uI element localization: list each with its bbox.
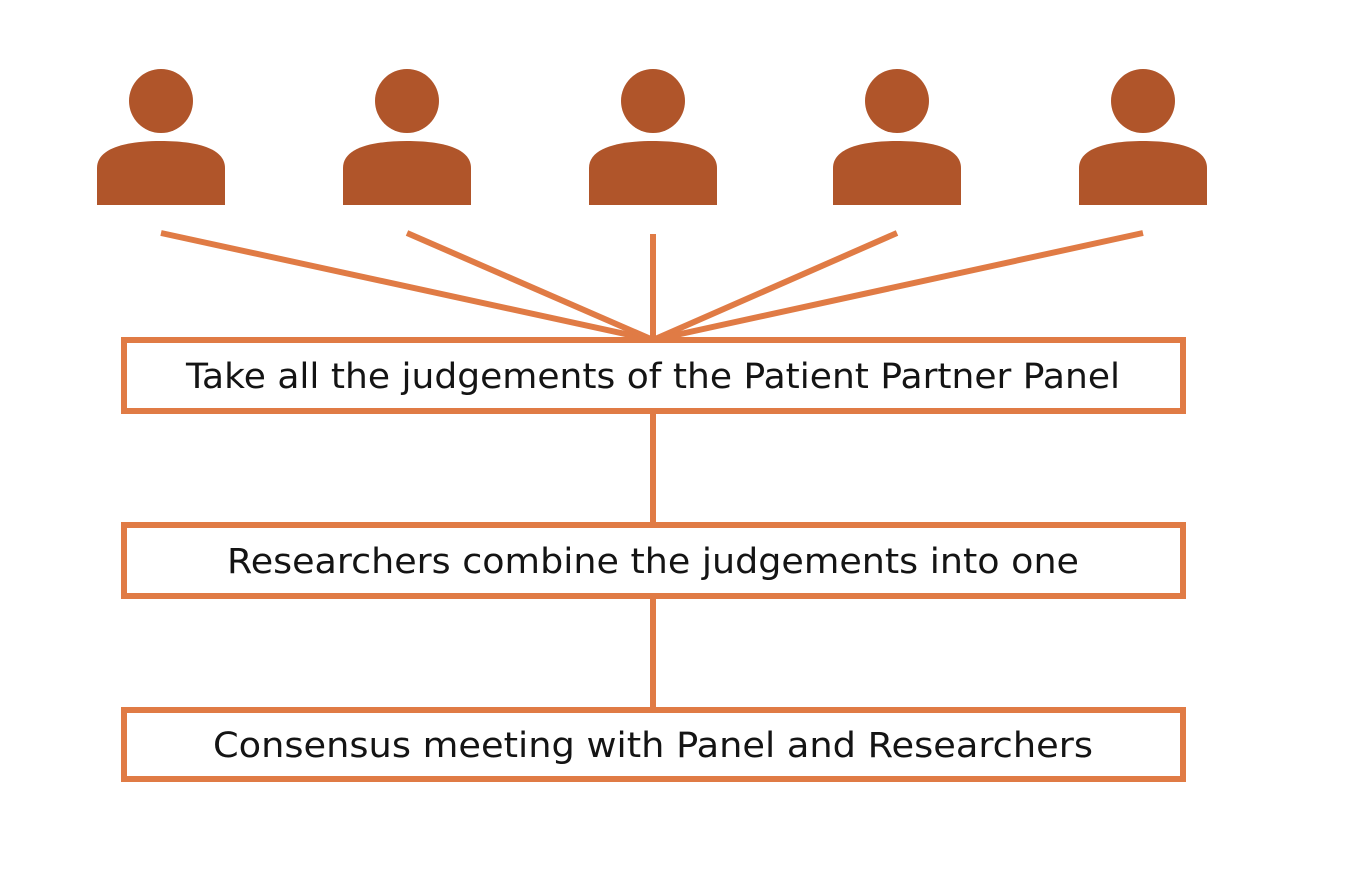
step-label: Consensus meeting with Panel and Researc…: [213, 726, 1093, 766]
person-icon: [589, 69, 717, 205]
connector-line: [160, 230, 654, 343]
person-icon: [343, 69, 471, 205]
connector-line: [651, 230, 899, 343]
step-label: Take all the judgements of the Patient P…: [185, 357, 1120, 397]
connector-line: [405, 230, 655, 343]
step-box-3: Consensus meeting with Panel and Researc…: [121, 707, 1186, 782]
convergence-lines: [160, 230, 1144, 343]
person-icon: [1079, 69, 1207, 205]
panel-members: [97, 69, 1207, 205]
connector-line: [652, 230, 1144, 343]
person-icon: [833, 69, 961, 205]
step-label: Researchers combine the judgements into …: [227, 542, 1079, 582]
step-box-2: Researchers combine the judgements into …: [121, 522, 1186, 599]
step-box-1: Take all the judgements of the Patient P…: [121, 337, 1186, 414]
person-icon: [97, 69, 225, 205]
